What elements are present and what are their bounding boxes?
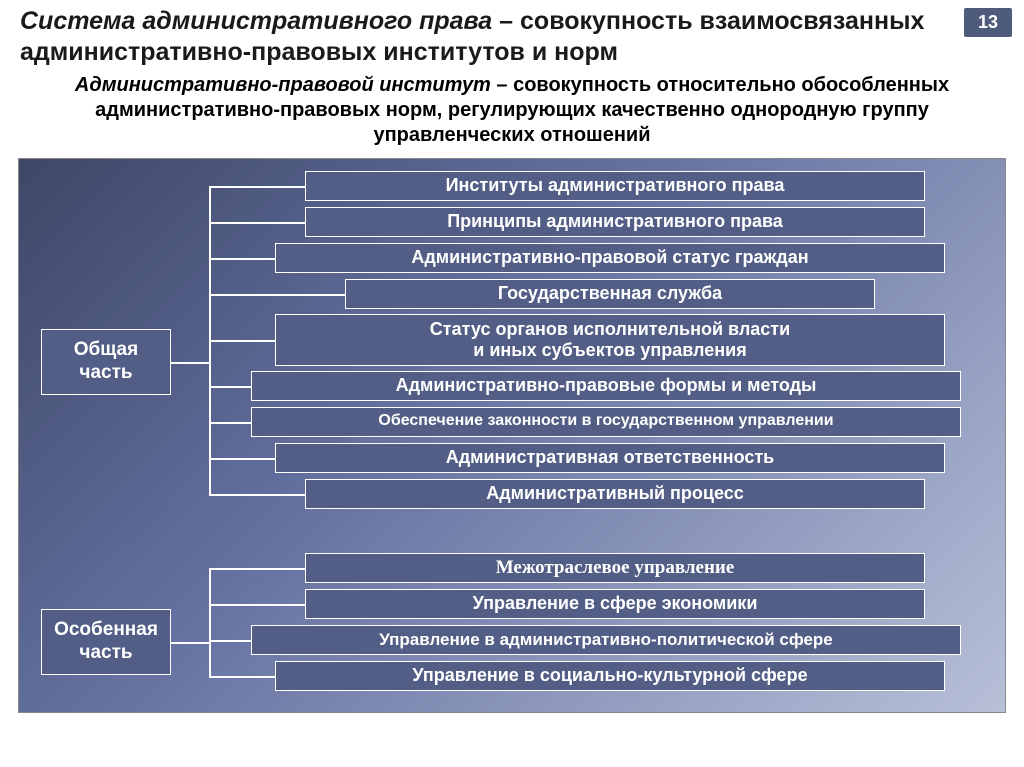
- connector-line: [171, 362, 209, 364]
- item-box: Обеспечение законности в государственном…: [251, 407, 961, 437]
- part-box-special: Особенная часть: [41, 609, 171, 675]
- connector-line: [209, 422, 251, 424]
- diagram-container: Общая часть Особенная часть Институты адми…: [18, 158, 1006, 713]
- item-box: Статус органов исполнительной власти и и…: [275, 314, 945, 366]
- item-box: Институты административного права: [305, 171, 925, 201]
- connector-line: [209, 568, 305, 570]
- connector-line: [209, 568, 211, 678]
- connector-line: [209, 640, 251, 642]
- title-italic: Система административного права: [20, 7, 492, 35]
- item-box: Управление в социально-культурной сфере: [275, 661, 945, 691]
- subtitle-italic: Административно-правовой институт: [75, 74, 491, 96]
- item-box: Принципы административного права: [305, 207, 925, 237]
- item-box: Управление в сфере экономики: [305, 589, 925, 619]
- item-box: Государственная служба: [345, 279, 875, 309]
- title-block: Система административного права – совоку…: [0, 0, 1024, 69]
- connector-line: [209, 186, 305, 188]
- connector-line: [209, 294, 345, 296]
- subtitle: Административно-правовой институт – сово…: [0, 69, 1024, 158]
- connector-line: [209, 222, 305, 224]
- item-box: Административно-правовые формы и методы: [251, 371, 961, 401]
- connector-line: [209, 604, 305, 606]
- connector-line: [209, 676, 275, 678]
- connector-line: [209, 386, 251, 388]
- page-title: Система административного права – совоку…: [20, 6, 1004, 69]
- item-box: Административно-правовой статус граждан: [275, 243, 945, 273]
- item-box: Межотраслевое управление: [305, 553, 925, 583]
- item-box: Административная ответственность: [275, 443, 945, 473]
- connector-line: [209, 494, 305, 496]
- connector-line: [171, 642, 209, 644]
- connector-line: [209, 458, 275, 460]
- slide-number: 13: [964, 8, 1012, 37]
- connector-line: [209, 340, 275, 342]
- item-box: Административный процесс: [305, 479, 925, 509]
- part-box-general: Общая часть: [41, 329, 171, 395]
- item-box: Управление в административно-политическо…: [251, 625, 961, 655]
- connector-line: [209, 258, 275, 260]
